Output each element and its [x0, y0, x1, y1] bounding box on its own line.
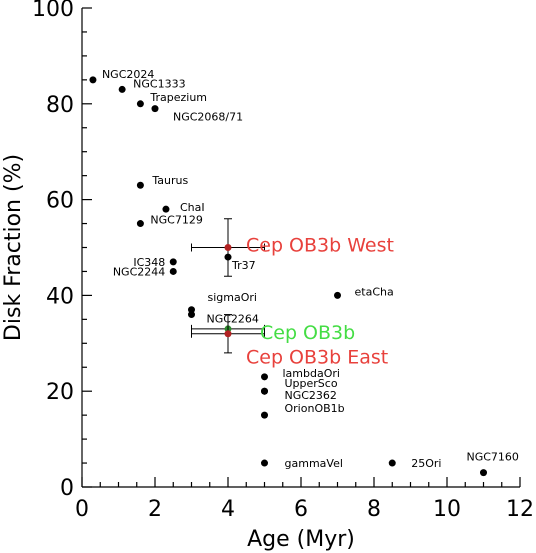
data-point-label: NGC2068/71 — [173, 111, 243, 124]
data-point-label: NGC2264 — [207, 313, 259, 326]
data-point — [136, 181, 144, 189]
data-point — [188, 306, 195, 314]
cep-ob3b-0-marker — [224, 244, 232, 251]
data-point — [169, 258, 177, 266]
x-tick-label: 2 — [148, 497, 162, 522]
data-point-label: NGC2244 — [113, 265, 165, 278]
data-point — [89, 76, 97, 84]
point-labels: Cep OB3b West Cep OB3b Cep OB3b East NGC202… — [102, 68, 519, 470]
data-point-label: lambdaOri — [283, 367, 340, 380]
data-point-label: sigmaOri — [208, 291, 257, 304]
axes: 0 2 4 6 8 10 12 0 20 40 60 80 100 — [32, 0, 534, 522]
data-point-label: NGC7129 — [150, 214, 202, 227]
data-point — [118, 85, 126, 93]
data-point — [169, 267, 177, 275]
y-tick-label: 40 — [46, 284, 74, 309]
y-tick-label: 60 — [46, 189, 74, 214]
data-marks — [89, 76, 487, 477]
data-point-label: etaCha — [355, 285, 394, 298]
data-point-label: NGC1333 — [133, 77, 185, 90]
x-axis-title: Age (Myr) — [247, 527, 355, 552]
data-point-label: Trapezium — [149, 91, 207, 104]
data-point — [261, 387, 268, 395]
data-point — [136, 220, 144, 228]
data-point-label: 25Ori — [411, 457, 441, 470]
data-point-label: ChaI — [180, 201, 205, 214]
data-point — [151, 105, 159, 113]
y-axis-title: Disk Fraction (%) — [1, 154, 26, 341]
data-point — [136, 100, 144, 108]
cep-ob3b-2-label: Cep OB3b East — [246, 347, 388, 369]
cep-ob3b-0-label: Cep OB3b West — [246, 235, 394, 257]
data-point — [261, 459, 268, 467]
x-tick-label: 12 — [506, 497, 534, 522]
x-tick-label: 0 — [75, 497, 89, 522]
x-tick-label: 10 — [433, 497, 461, 522]
data-point — [261, 411, 268, 419]
x-tick-label: 6 — [294, 497, 308, 522]
cep-ob3b-2-marker — [224, 330, 232, 338]
data-point-label: NGC2362 — [285, 389, 337, 402]
y-tick-label: 20 — [46, 380, 74, 405]
data-point-label: NGC2024 — [102, 68, 154, 81]
data-point-label: NGC7160 — [467, 451, 519, 464]
y-tick-label: 80 — [46, 93, 74, 118]
data-point — [188, 311, 195, 319]
data-point — [388, 459, 396, 467]
data-point-label: OrionOB1b — [285, 402, 345, 415]
data-point-label: gammaVel — [285, 457, 343, 470]
data-point — [162, 205, 170, 213]
data-point-label: IC348 — [133, 256, 165, 269]
data-point — [224, 253, 232, 261]
data-point-label: UpperSco — [285, 377, 338, 390]
data-point — [334, 291, 341, 299]
data-point-label: Tr37 — [231, 259, 256, 272]
data-point — [480, 469, 487, 477]
x-tick-label: 8 — [367, 497, 381, 522]
y-tick-label: 0 — [60, 476, 74, 501]
data-point — [261, 373, 268, 381]
y-tick-label: 100 — [32, 0, 74, 22]
data-point-label: Taurus — [151, 174, 188, 187]
cep-ob3b-1-label: Cep OB3b — [260, 322, 355, 344]
x-tick-label: 4 — [221, 497, 235, 522]
